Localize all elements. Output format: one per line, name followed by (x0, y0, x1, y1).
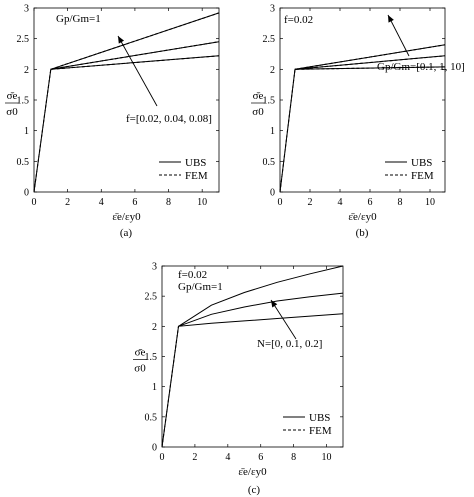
y-axis-label-denominator: σ0 (6, 106, 18, 118)
series-line-fem (294, 55, 446, 70)
y-tick-label: 2 (270, 65, 275, 76)
series-line-fem (294, 44, 446, 70)
panel-label: (a) (120, 227, 133, 239)
x-tick-label: 8 (166, 197, 171, 208)
y-tick-label: 0.5 (145, 412, 158, 423)
arrow-head (388, 15, 394, 23)
x-tick-label: 8 (291, 452, 296, 463)
annotation-text: f=0.02 (178, 269, 207, 281)
x-tick-label: 8 (398, 197, 403, 208)
series-line-fem (50, 12, 220, 70)
y-tick-label: 1 (152, 382, 157, 393)
x-tick-label: 4 (225, 452, 230, 463)
x-tick-label: 10 (322, 452, 332, 463)
x-tick-label: 0 (278, 197, 283, 208)
x-tick-label: 10 (425, 197, 435, 208)
series-line-fem (279, 66, 446, 193)
y-tick-label: 2.5 (145, 292, 158, 303)
y-tick-label: 3 (24, 4, 29, 15)
chart-panel-2: 0 2 4 6 8 10 0 0.5 1 1.5 2 2.5 3 ε̄e/εy0 σ̄e σ0 (b) UBSFE… (251, 4, 465, 239)
x-tick-label: 10 (197, 197, 207, 208)
y-axis-label-numerator: σ̄e (7, 90, 18, 102)
annotation-arrow (117, 35, 158, 107)
annotation-text: Gp/Gm=[0.1, 1, 10] (377, 61, 465, 73)
y-tick-label: 0.5 (17, 157, 30, 168)
legend-label: FEM (411, 170, 434, 182)
chart-panel-1: 0 2 4 6 8 10 0 0.5 1 1.5 2 2.5 3 ε̄e/εy0 σ̄e σ0 (a) UBSFE… (5, 4, 220, 239)
series-line-fem (161, 326, 180, 448)
x-tick-label: 2 (65, 197, 70, 208)
x-tick-label: 0 (32, 197, 37, 208)
x-tick-label: 0 (160, 452, 165, 463)
annotation-text: N=[0, 0.1, 0.2] (257, 338, 322, 350)
x-tick-label: 4 (338, 197, 343, 208)
legend-label: UBS (411, 157, 432, 169)
series-line-fem (50, 41, 220, 70)
x-tick-label: 6 (258, 452, 263, 463)
legend-label: UBS (309, 412, 330, 424)
y-tick-label: 1.5 (145, 352, 158, 363)
y-tick-label: 2 (152, 322, 157, 333)
chart-panel-3: 0 2 4 6 8 10 0 0.5 1 1.5 2 2.5 3 ε̄e/εy0 σ̄e σ0 (c) UBSFE… (133, 262, 344, 496)
y-tick-label: 1.5 (263, 96, 276, 107)
y-tick-label: 2.5 (263, 34, 276, 45)
x-tick-label: 2 (308, 197, 313, 208)
series-line-ubs (178, 265, 344, 327)
y-tick-label: 0 (270, 188, 275, 199)
x-tick-label: 4 (99, 197, 104, 208)
x-axis-label: ε̄e/εy0 (348, 211, 377, 223)
x-tick-label: 2 (192, 452, 197, 463)
annotation-text: f=0.02 (284, 14, 313, 26)
x-axis-label: ε̄e/εy0 (238, 466, 267, 478)
y-axis-label-denominator: σ0 (134, 363, 146, 375)
y-axis-label-numerator: σ̄e (135, 347, 146, 359)
annotation-text: Gp/Gm=1 (178, 281, 223, 293)
y-tick-label: 0.5 (263, 157, 276, 168)
y-axis-label-denominator: σ0 (252, 106, 264, 118)
y-tick-label: 1 (24, 126, 29, 137)
annotation-arrow (387, 14, 410, 57)
series-line-ubs (178, 292, 344, 327)
panel-label: (b) (356, 227, 369, 239)
y-tick-label: 1 (270, 126, 275, 137)
y-tick-label: 1.5 (17, 96, 30, 107)
arrow-head (118, 36, 125, 44)
annotation-text: Gp/Gm=1 (56, 13, 101, 25)
y-tick-label: 3 (152, 262, 157, 273)
legend-label: UBS (185, 157, 206, 169)
annotation-text: f=[0.02, 0.04, 0.08] (126, 113, 212, 125)
legend-label: FEM (309, 425, 332, 437)
y-tick-label: 0 (24, 188, 29, 199)
y-tick-label: 0 (152, 443, 157, 454)
y-tick-label: 3 (270, 4, 275, 15)
arrow-head (271, 300, 278, 308)
x-tick-label: 6 (368, 197, 373, 208)
y-axis-label-numerator: σ̄e (253, 90, 264, 102)
x-axis-label: ε̄e/εy0 (112, 211, 141, 223)
y-tick-label: 2 (24, 65, 29, 76)
panel-label: (c) (248, 484, 261, 496)
legend-label: FEM (185, 170, 208, 182)
x-tick-label: 6 (132, 197, 137, 208)
y-tick-label: 2.5 (17, 34, 30, 45)
annotation-arrow (270, 299, 297, 340)
series-line-fem (33, 55, 220, 193)
